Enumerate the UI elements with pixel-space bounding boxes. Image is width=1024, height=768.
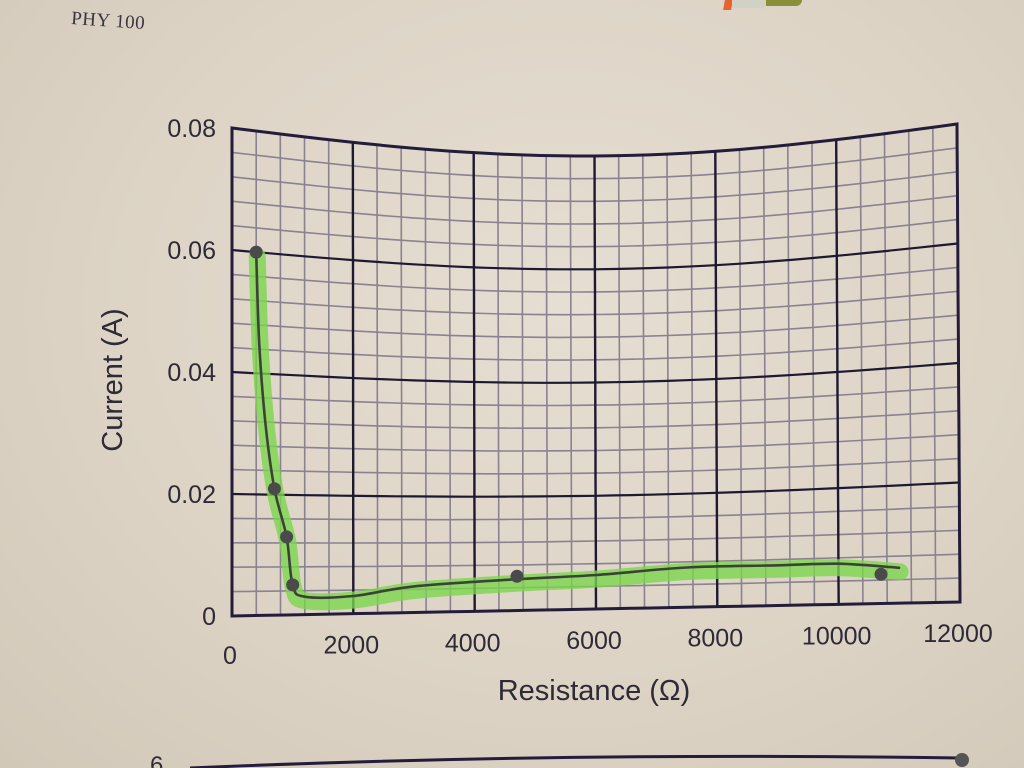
data-point [286, 578, 300, 592]
data-point [874, 567, 888, 581]
marker-tip-decoration [766, 0, 802, 6]
y-tick-label: 0.08 [167, 115, 216, 143]
data-point [267, 482, 281, 496]
data-point [510, 569, 524, 583]
y-tick-label: 0.04 [167, 359, 216, 387]
y-axis-title: Current (A) [97, 308, 129, 451]
y-tick-label: 0.02 [167, 481, 216, 509]
data-point [249, 245, 263, 259]
x-tick-label: 8000 [687, 625, 743, 653]
data-point [280, 530, 294, 544]
next-chart-frame [189, 753, 969, 768]
x-tick-label: 2000 [323, 632, 379, 660]
y-axis-tick-labels: 0 0.02 0.04 0.06 0.08 [167, 115, 216, 631]
plot-frame [230, 122, 962, 618]
major-grid [230, 138, 961, 615]
x-tick-label: 12000 [923, 620, 993, 648]
x-tick-label: 0 [223, 642, 237, 670]
next-chart-axis-label: 6 [150, 752, 164, 768]
best-fit-curve [254, 250, 901, 600]
x-tick-label: 6000 [566, 627, 622, 655]
marker-body-decoration [732, 0, 766, 8]
data-points [249, 245, 888, 592]
y-tick-label: 0 [202, 603, 216, 631]
y-tick-label: 0.06 [167, 237, 216, 265]
x-axis-tick-labels: 0 2000 4000 6000 8000 10000 12000 [223, 620, 993, 670]
x-tick-label: 10000 [802, 622, 872, 650]
x-axis-title: Resistance (Ω) [498, 675, 691, 707]
x-tick-label: 4000 [445, 629, 501, 657]
